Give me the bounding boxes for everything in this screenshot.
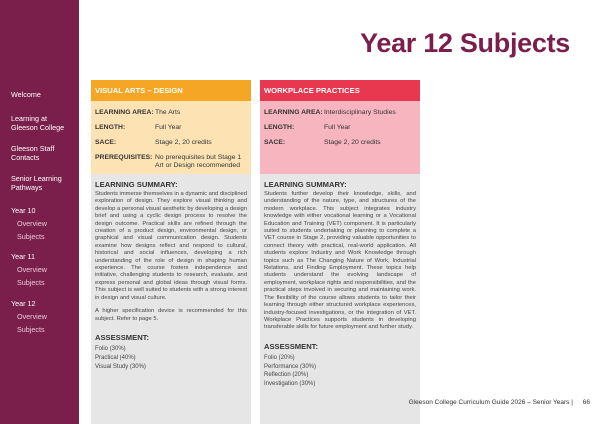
nav-year-10-overview[interactable]: Overview <box>17 219 47 228</box>
assessment-item: Folio (20%) <box>264 354 295 361</box>
subject-card-workplace-practices: WORKPLACE PRACTICES LEARNING AREA: Inter… <box>260 80 420 424</box>
nav-senior-pathways[interactable]: Senior Learning Pathways <box>11 174 62 192</box>
nav-welcome[interactable]: Welcome <box>11 90 41 99</box>
info-label: LENGTH: <box>95 124 126 131</box>
nav-learning-line1: Learning at <box>11 114 47 123</box>
nav-learning-at-gleeson[interactable]: Learning at Gleeson College <box>11 114 64 132</box>
nav-year-10[interactable]: Year 10 <box>11 206 36 215</box>
nav-staff-line2: Contacts <box>11 153 40 162</box>
nav-pathways-line2: Pathways <box>11 183 43 192</box>
subject-info: LEARNING AREA: The Arts LENGTH: Full Yea… <box>91 101 251 174</box>
subject-body: LEARNING SUMMARY: Students further devel… <box>260 174 420 424</box>
assessment-item: Visual Study (30%) <box>95 363 146 370</box>
page-number: 66 <box>582 399 590 406</box>
learning-summary-text: Students immerse themselves in a dynamic… <box>95 191 247 301</box>
assessment-heading: ASSESSMENT: <box>264 341 319 351</box>
info-value: No prerequisites but Stage 1 Art or Desi… <box>155 154 242 169</box>
info-label: SACE: <box>264 139 286 146</box>
nav-learning-line2: Gleeson College <box>11 123 65 132</box>
info-label: SACE: <box>95 139 117 146</box>
info-label: LENGTH: <box>264 124 295 131</box>
subject-body: LEARNING SUMMARY: Students immerse thems… <box>91 174 251 424</box>
nav-year-11-subjects[interactable]: Subjects <box>17 278 45 287</box>
assessment-heading: ASSESSMENT: <box>95 332 150 342</box>
subject-card-visual-arts: VISUAL ARTS – DESIGN LEARNING AREA: The … <box>91 80 251 424</box>
nav-year-11-overview[interactable]: Overview <box>17 265 47 274</box>
subject-info: LEARNING AREA: Interdisciplinary Studies… <box>260 101 420 174</box>
assessment-item: Practical (40%) <box>95 354 136 361</box>
nav-year-11[interactable]: Year 11 <box>11 252 35 261</box>
assessment-item: Reflection (20%) <box>264 372 309 379</box>
page-title: Year 12 Subjects <box>360 28 570 58</box>
device-note: A higher specification device is recomme… <box>95 308 247 322</box>
subject-heading: VISUAL ARTS – DESIGN <box>91 80 251 101</box>
sidebar-nav: Welcome Learning at Gleeson College Glee… <box>0 0 79 424</box>
nav-year-12-subjects[interactable]: Subjects <box>17 325 45 334</box>
nav-staff-line1: Gleeson Staff <box>11 144 55 153</box>
info-value: Full Year <box>155 124 182 131</box>
assessment-item: Performance (30%) <box>264 363 317 370</box>
info-label: LEARNING AREA: <box>264 109 323 116</box>
subject-heading: WORKPLACE PRACTICES <box>260 80 420 101</box>
footer-guide-title: Gleeson College Curriculum Guide 2026 – … <box>408 399 570 406</box>
info-value: Stage 2, 20 credits <box>324 139 381 146</box>
nav-year-12-overview[interactable]: Overview <box>17 312 47 321</box>
info-label: PREREQUISITES: <box>95 154 153 161</box>
learning-summary-heading: LEARNING SUMMARY: <box>95 180 178 189</box>
info-value: Full Year <box>324 124 351 131</box>
learning-summary-text: Students further develop their knowledge… <box>264 191 416 331</box>
learning-summary-heading: LEARNING SUMMARY: <box>264 180 347 189</box>
nav-year-10-subjects[interactable]: Subjects <box>17 232 45 241</box>
nav-pathways-line1: Senior Learning <box>11 174 62 183</box>
page-footer: Gleeson College Curriculum Guide 2026 – … <box>409 399 590 406</box>
assessment-item: Folio (30%) <box>95 345 126 352</box>
info-value: Interdisciplinary Studies <box>324 109 396 116</box>
info-value: The Arts <box>155 109 181 116</box>
footer-separator: | <box>571 399 573 406</box>
info-label: LEARNING AREA: <box>95 109 154 116</box>
assessment-item: Investigation (30%) <box>264 381 316 388</box>
info-value: Stage 2, 20 credits <box>155 139 212 146</box>
nav-staff-contacts[interactable]: Gleeson Staff Contacts <box>11 144 54 162</box>
nav-year-12[interactable]: Year 12 <box>11 299 36 308</box>
